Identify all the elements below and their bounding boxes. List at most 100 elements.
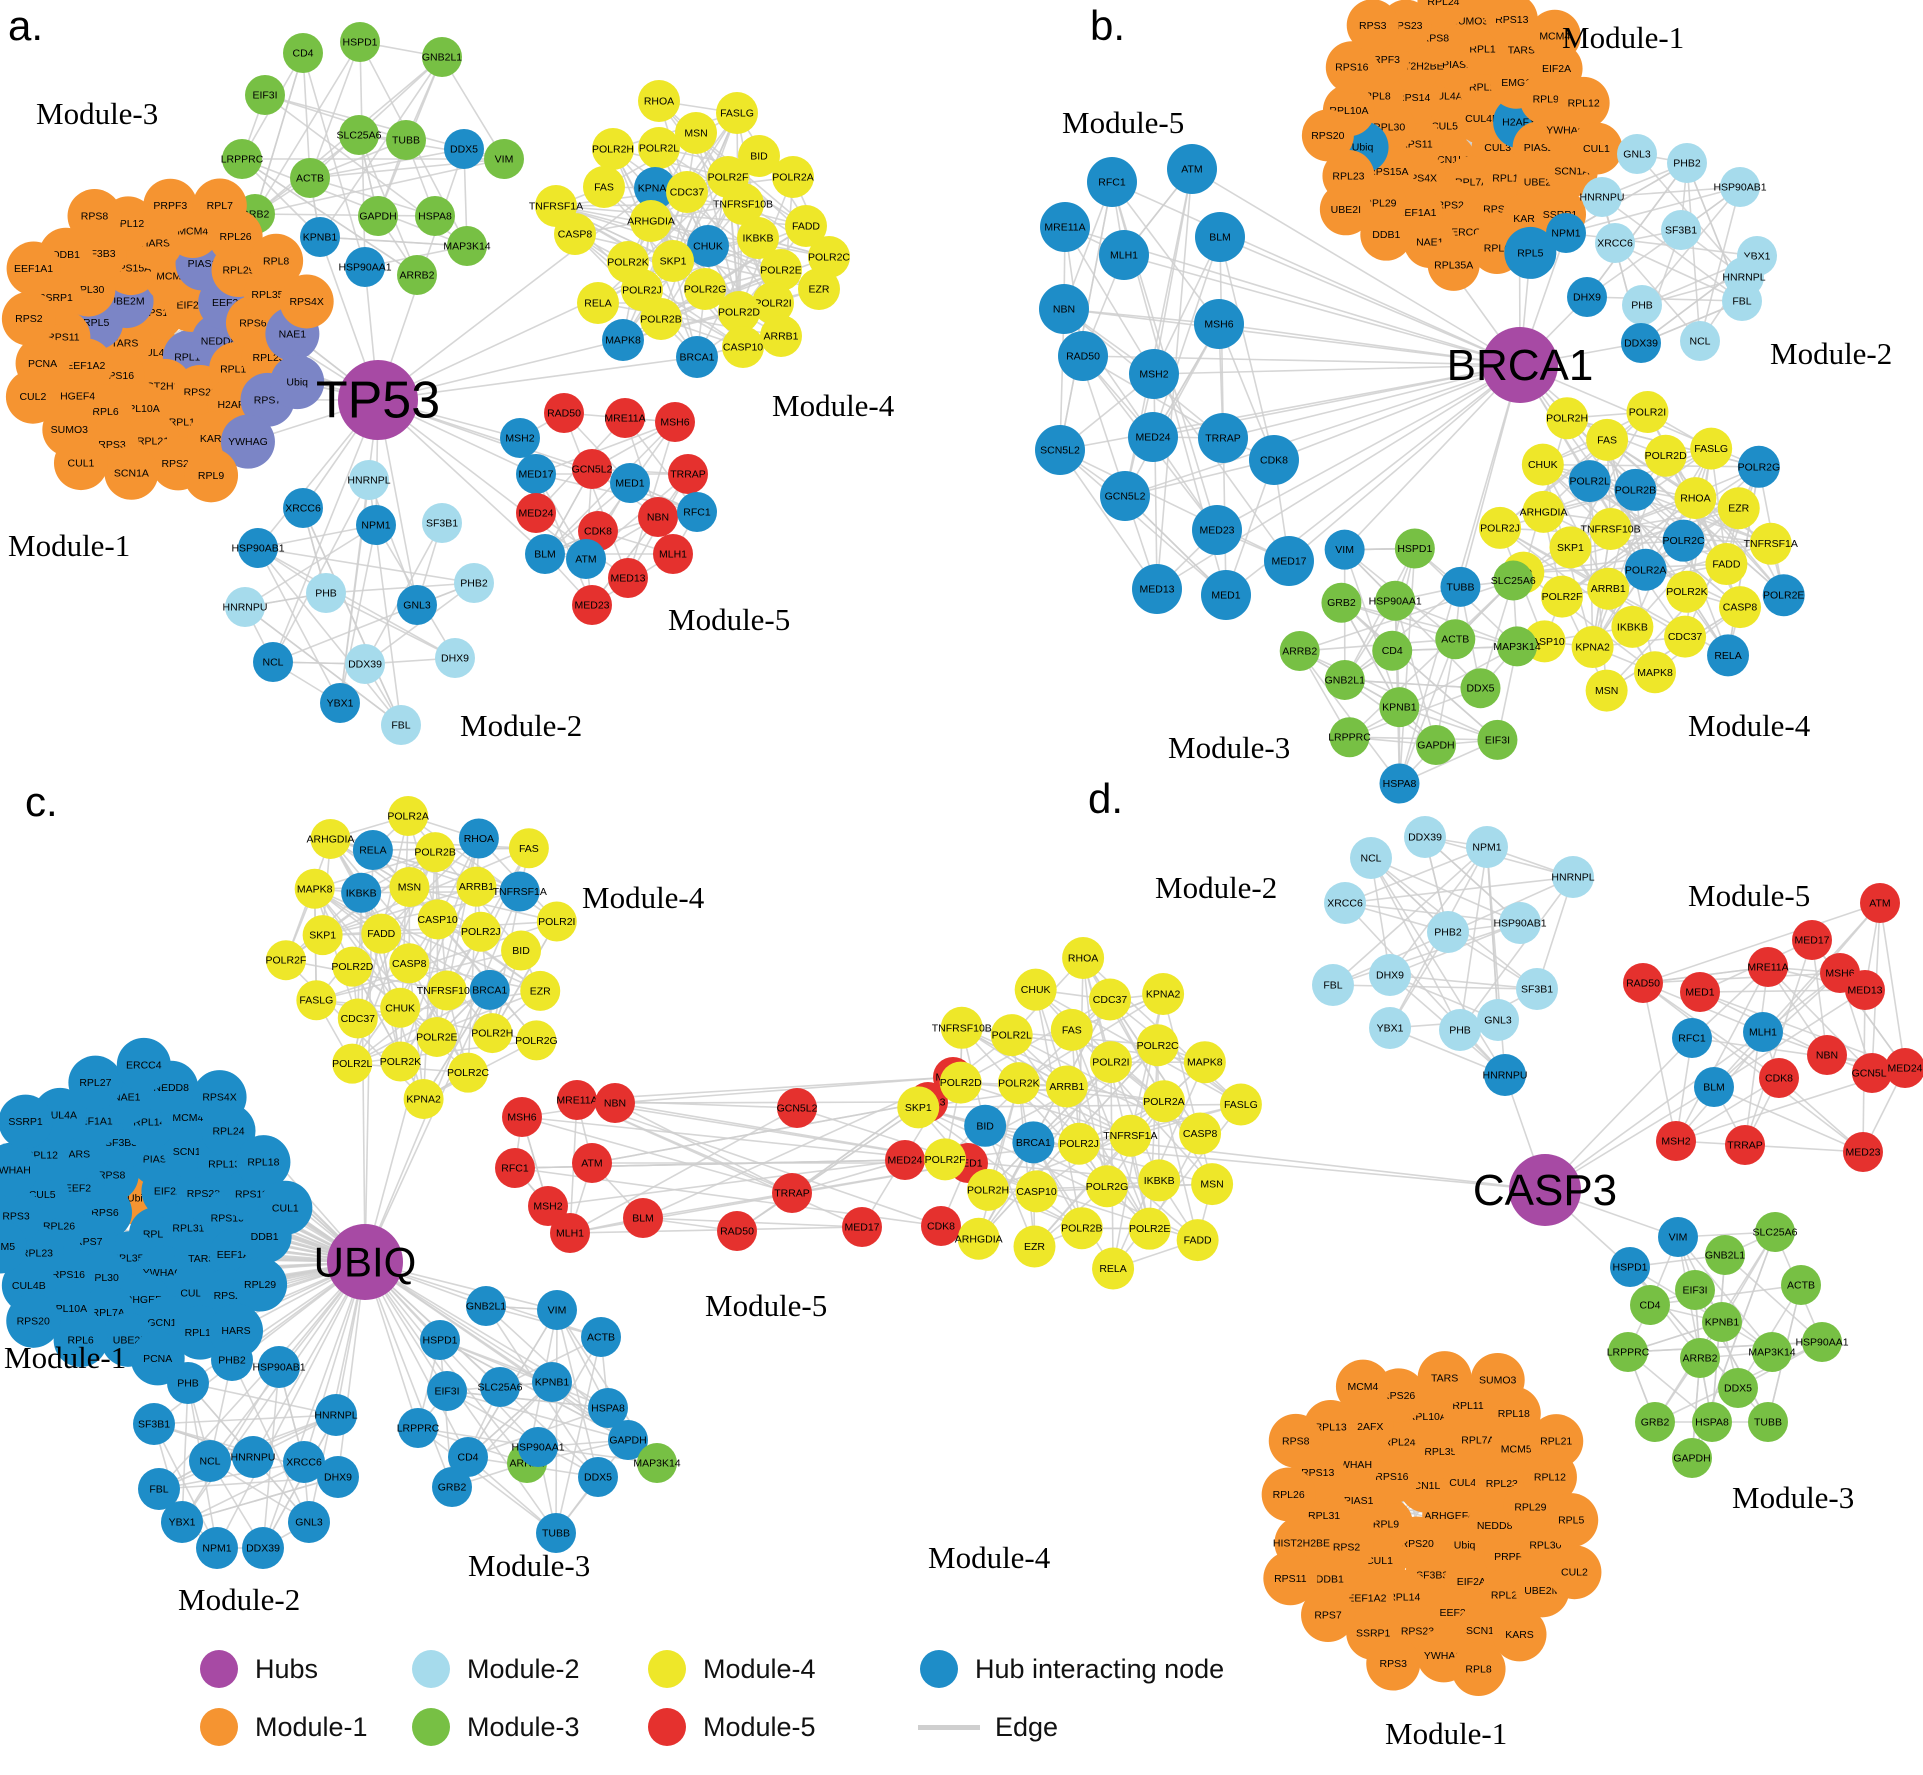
- node-GRB2: GRB2: [432, 1467, 472, 1507]
- svg-text:CDC37: CDC37: [341, 1013, 376, 1025]
- svg-text:HNRNPU: HNRNPU: [231, 1452, 276, 1464]
- node-ARRB1: ARRB1: [760, 315, 802, 357]
- node-HSPD1: HSPD1: [1610, 1247, 1650, 1287]
- svg-text:PRPF3: PRPF3: [153, 200, 187, 212]
- svg-text:GNL3: GNL3: [1623, 149, 1651, 161]
- node-KPNB1: KPNB1: [300, 217, 340, 257]
- svg-text:POLR2I: POLR2I: [1092, 1057, 1129, 1069]
- svg-text:RPL26: RPL26: [220, 231, 252, 243]
- svg-text:CHUK: CHUK: [693, 241, 723, 253]
- svg-text:POLR2D: POLR2D: [1645, 450, 1687, 462]
- node-MED13: MED13: [608, 558, 648, 598]
- svg-text:POLR2L: POLR2L: [1570, 476, 1610, 488]
- svg-text:HSPA8: HSPA8: [418, 211, 452, 223]
- svg-text:RPL6: RPL6: [1484, 243, 1510, 255]
- svg-text:SF3B1: SF3B1: [138, 1419, 170, 1431]
- legend-module3-label: Module-3: [467, 1712, 580, 1742]
- svg-text:KPNB1: KPNB1: [1705, 1317, 1740, 1329]
- svg-text:RHOA: RHOA: [464, 833, 494, 845]
- svg-text:TNFRSF1A: TNFRSF1A: [1744, 538, 1798, 550]
- node-YBX1: YBX1: [161, 1501, 203, 1543]
- svg-text:ARRB2: ARRB2: [1682, 1353, 1717, 1365]
- svg-text:LRPPRC: LRPPRC: [397, 1423, 440, 1435]
- svg-text:ARHGDIA: ARHGDIA: [955, 1233, 1003, 1245]
- node-SKP1: SKP1: [652, 240, 694, 282]
- node-MED17: MED17: [1792, 920, 1832, 960]
- svg-text:IKBKB: IKBKB: [346, 887, 377, 899]
- node-POLR2C: POLR2C: [1137, 1024, 1179, 1067]
- node-MED17: MED17: [842, 1207, 882, 1247]
- node-RPS4X: RPS4X: [279, 274, 334, 329]
- svg-text:POLR2C: POLR2C: [1137, 1040, 1179, 1052]
- node-PHB: PHB: [167, 1362, 209, 1404]
- svg-text:XRCC6: XRCC6: [285, 503, 321, 515]
- svg-text:FBL: FBL: [1323, 980, 1342, 992]
- svg-text:RPS16: RPS16: [1335, 62, 1368, 74]
- node-DDX5: DDX5: [1718, 1368, 1758, 1408]
- svg-text:MSN: MSN: [398, 882, 421, 894]
- node-POLR2H: POLR2H: [471, 1013, 513, 1054]
- node-FASLG: FASLG: [296, 980, 337, 1021]
- svg-text:PHB2: PHB2: [1673, 158, 1701, 170]
- module-label-a5: Module-5: [668, 602, 791, 637]
- svg-text:MED24: MED24: [518, 508, 553, 520]
- node-RPS11: RPS11: [1263, 1551, 1318, 1606]
- node-FAS: FAS: [508, 828, 549, 869]
- node-RHOA: RHOA: [1062, 936, 1105, 979]
- node-POLR2L: POLR2L: [638, 127, 680, 169]
- svg-text:HSP90AB1: HSP90AB1: [252, 1362, 305, 1374]
- node-IKBKB: IKBKB: [737, 217, 779, 259]
- node-RAD50: RAD50: [717, 1211, 757, 1251]
- node-RPL26: RPL26: [1465, 0, 1516, 20]
- svg-text:MSH2: MSH2: [505, 433, 534, 445]
- svg-text:MED24: MED24: [887, 1155, 922, 1167]
- node-RPL12: RPL12: [1557, 76, 1610, 129]
- svg-text:MLH1: MLH1: [659, 549, 687, 561]
- node-CD4: CD4: [448, 1437, 488, 1477]
- node-FAS: FAS: [583, 166, 625, 208]
- node-KPNA2: KPNA2: [403, 1078, 444, 1119]
- node-RFC1: RFC1: [1672, 1018, 1712, 1058]
- svg-text:RPL9: RPL9: [198, 470, 224, 482]
- node-MSH2: MSH2: [1129, 349, 1179, 399]
- svg-text:HNRNPU: HNRNPU: [223, 602, 268, 614]
- hub-CASP3: CASP3: [1473, 1154, 1617, 1226]
- node-RPS4X: RPS4X: [192, 1070, 247, 1125]
- svg-text:MSN: MSN: [684, 128, 707, 140]
- node-ARHGDIA: ARHGDIA: [1520, 490, 1568, 533]
- svg-text:POLR2C: POLR2C: [1663, 535, 1705, 547]
- node-SLC25A6: SLC25A6: [337, 115, 382, 155]
- node-HSP90AA1: HSP90AA1: [1795, 1322, 1849, 1362]
- svg-text:POLR2B: POLR2B: [414, 847, 455, 859]
- hub-UBIQ: UBIQ: [314, 1224, 416, 1300]
- node-MAPK8: MAPK8: [1634, 651, 1677, 694]
- svg-text:ATM: ATM: [1181, 164, 1202, 176]
- svg-text:ARRB1: ARRB1: [459, 881, 494, 893]
- svg-text:RPL30: RPL30: [1529, 1540, 1561, 1552]
- svg-text:RPS3: RPS3: [2, 1210, 30, 1222]
- svg-text:FASLG: FASLG: [720, 108, 754, 120]
- node-EIF3I: EIF3I: [245, 75, 285, 115]
- svg-text:RFC1: RFC1: [501, 1163, 529, 1175]
- node-POLR2F: POLR2F: [924, 1138, 967, 1181]
- node-HSP90AA1: HSP90AA1: [1369, 580, 1422, 621]
- svg-text:RPS26: RPS26: [1382, 1390, 1415, 1402]
- node-SF3B1: SF3B1: [133, 1403, 175, 1445]
- svg-text:TARS: TARS: [111, 337, 138, 349]
- svg-text:VIM: VIM: [495, 154, 514, 166]
- node-MSH2: MSH2: [500, 418, 540, 458]
- node-KPNA2: KPNA2: [1571, 626, 1614, 669]
- svg-text:RPS11: RPS11: [235, 1189, 268, 1201]
- node-MSN: MSN: [1191, 1163, 1234, 1206]
- module-label-d4: Module-4: [928, 1540, 1051, 1575]
- node-CUL1: CUL1: [53, 436, 108, 491]
- svg-text:TNFRSF10B: TNFRSF10B: [417, 985, 477, 997]
- svg-text:RPS3: RPS3: [98, 439, 126, 451]
- svg-text:RPS20: RPS20: [184, 386, 217, 398]
- node-GCN5L2: GCN5L2: [572, 449, 613, 489]
- node-MED1: MED1: [1201, 570, 1251, 620]
- svg-text:ARHGDIA: ARHGDIA: [1520, 506, 1568, 518]
- svg-text:KPNA2: KPNA2: [1575, 642, 1610, 654]
- svg-text:ARRB1: ARRB1: [1049, 1081, 1084, 1093]
- svg-text:EEF1A2: EEF1A2: [1347, 1592, 1386, 1604]
